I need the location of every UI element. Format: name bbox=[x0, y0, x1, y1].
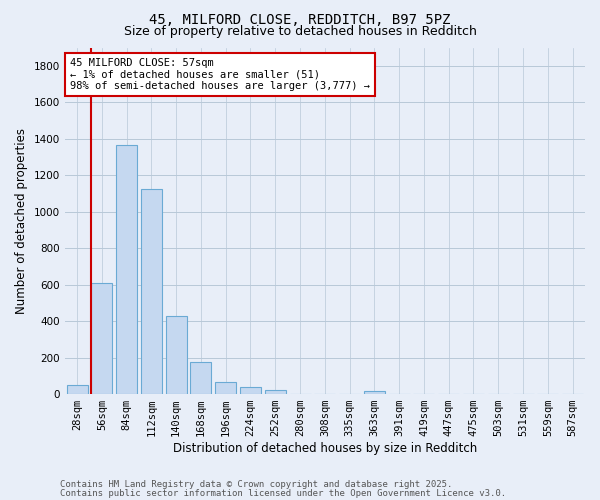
Bar bbox=[91, 283, 112, 394]
Text: Contains public sector information licensed under the Open Government Licence v3: Contains public sector information licen… bbox=[60, 489, 506, 498]
Text: 45, MILFORD CLOSE, REDDITCH, B97 5PZ: 45, MILFORD CLOSE, REDDITCH, B97 5PZ bbox=[149, 12, 451, 26]
Bar bbox=[67, 385, 88, 394]
Bar bbox=[116, 145, 137, 394]
Bar bbox=[364, 392, 385, 394]
Bar bbox=[265, 390, 286, 394]
Text: Size of property relative to detached houses in Redditch: Size of property relative to detached ho… bbox=[124, 25, 476, 38]
Y-axis label: Number of detached properties: Number of detached properties bbox=[15, 128, 28, 314]
Bar bbox=[240, 387, 261, 394]
Text: Contains HM Land Registry data © Crown copyright and database right 2025.: Contains HM Land Registry data © Crown c… bbox=[60, 480, 452, 489]
Bar bbox=[215, 382, 236, 394]
Bar bbox=[141, 189, 162, 394]
Bar bbox=[190, 362, 211, 394]
Text: 45 MILFORD CLOSE: 57sqm
← 1% of detached houses are smaller (51)
98% of semi-det: 45 MILFORD CLOSE: 57sqm ← 1% of detached… bbox=[70, 58, 370, 91]
X-axis label: Distribution of detached houses by size in Redditch: Distribution of detached houses by size … bbox=[173, 442, 477, 455]
Bar bbox=[166, 316, 187, 394]
